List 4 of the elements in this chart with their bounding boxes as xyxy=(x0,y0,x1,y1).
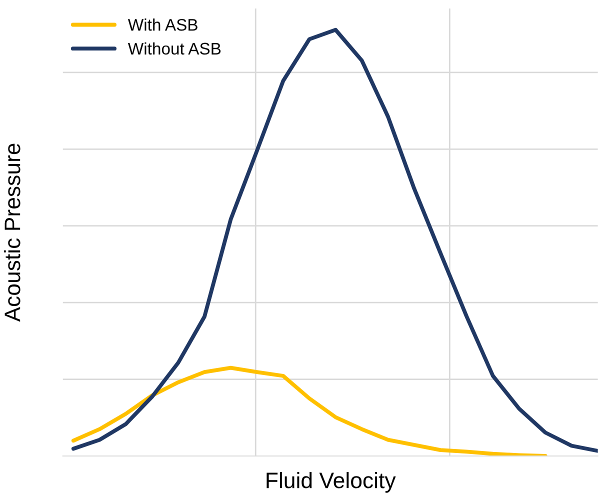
legend-label: With ASB xyxy=(128,18,198,31)
y-axis-title: Acoustic Pressure xyxy=(4,144,20,322)
x-axis-title: Fluid Velocity xyxy=(266,472,396,493)
legend-label: Without ASB xyxy=(128,42,221,55)
